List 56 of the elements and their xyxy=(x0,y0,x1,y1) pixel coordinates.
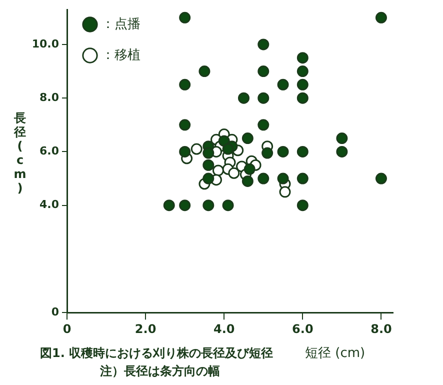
x-tick-label: 8.0 xyxy=(370,322,392,336)
point xyxy=(202,147,214,159)
point xyxy=(202,200,214,212)
point xyxy=(336,146,348,158)
legend-label: ：点播 xyxy=(102,16,140,32)
point xyxy=(202,159,214,171)
point xyxy=(244,163,256,175)
point xyxy=(179,146,191,158)
point xyxy=(258,66,270,78)
point xyxy=(242,175,254,187)
point xyxy=(296,172,308,184)
point xyxy=(258,38,270,50)
point xyxy=(179,78,191,90)
point xyxy=(179,200,191,212)
point xyxy=(375,172,387,184)
y-tick-label: 0 xyxy=(51,305,60,318)
x-tick-label: 0 xyxy=(62,322,72,336)
point xyxy=(375,12,387,24)
point xyxy=(198,66,210,78)
point xyxy=(296,200,308,212)
y-tick-label: 6.0 xyxy=(40,144,60,158)
point xyxy=(202,172,214,184)
point xyxy=(238,92,250,104)
point xyxy=(277,78,289,90)
x-tick-label: 4.0 xyxy=(213,322,235,336)
y-tick-label: 4.0 xyxy=(40,198,60,212)
text: 注）長径は条方向の幅 xyxy=(99,364,220,378)
point xyxy=(222,200,234,212)
point xyxy=(277,172,289,184)
text: 図1. 収穫時における刈り株の長径及び短径 xyxy=(40,346,274,360)
y-axis-title: 長径(cm) xyxy=(13,111,26,196)
legend-label: ：移植 xyxy=(102,48,140,63)
point xyxy=(258,172,270,184)
point xyxy=(336,132,348,144)
point xyxy=(258,92,270,104)
point xyxy=(163,200,175,212)
point xyxy=(179,12,191,24)
point xyxy=(296,92,308,104)
point xyxy=(296,52,308,64)
point xyxy=(296,78,308,90)
point xyxy=(277,146,289,158)
point xyxy=(228,167,240,179)
point xyxy=(279,186,291,198)
y-tick-label: 8.0 xyxy=(40,90,60,104)
point xyxy=(190,143,202,155)
point xyxy=(179,119,191,131)
point xyxy=(242,132,254,144)
point xyxy=(296,66,308,78)
x-axis-title: 短径 (cm) xyxy=(305,346,366,361)
x-tick-label: 2.0 xyxy=(134,322,156,336)
point xyxy=(262,147,274,159)
x-tick-label: 6.0 xyxy=(292,322,314,336)
y-tick-label: 10.0 xyxy=(32,37,60,50)
point xyxy=(222,143,234,155)
point xyxy=(258,119,270,131)
point xyxy=(296,146,308,158)
